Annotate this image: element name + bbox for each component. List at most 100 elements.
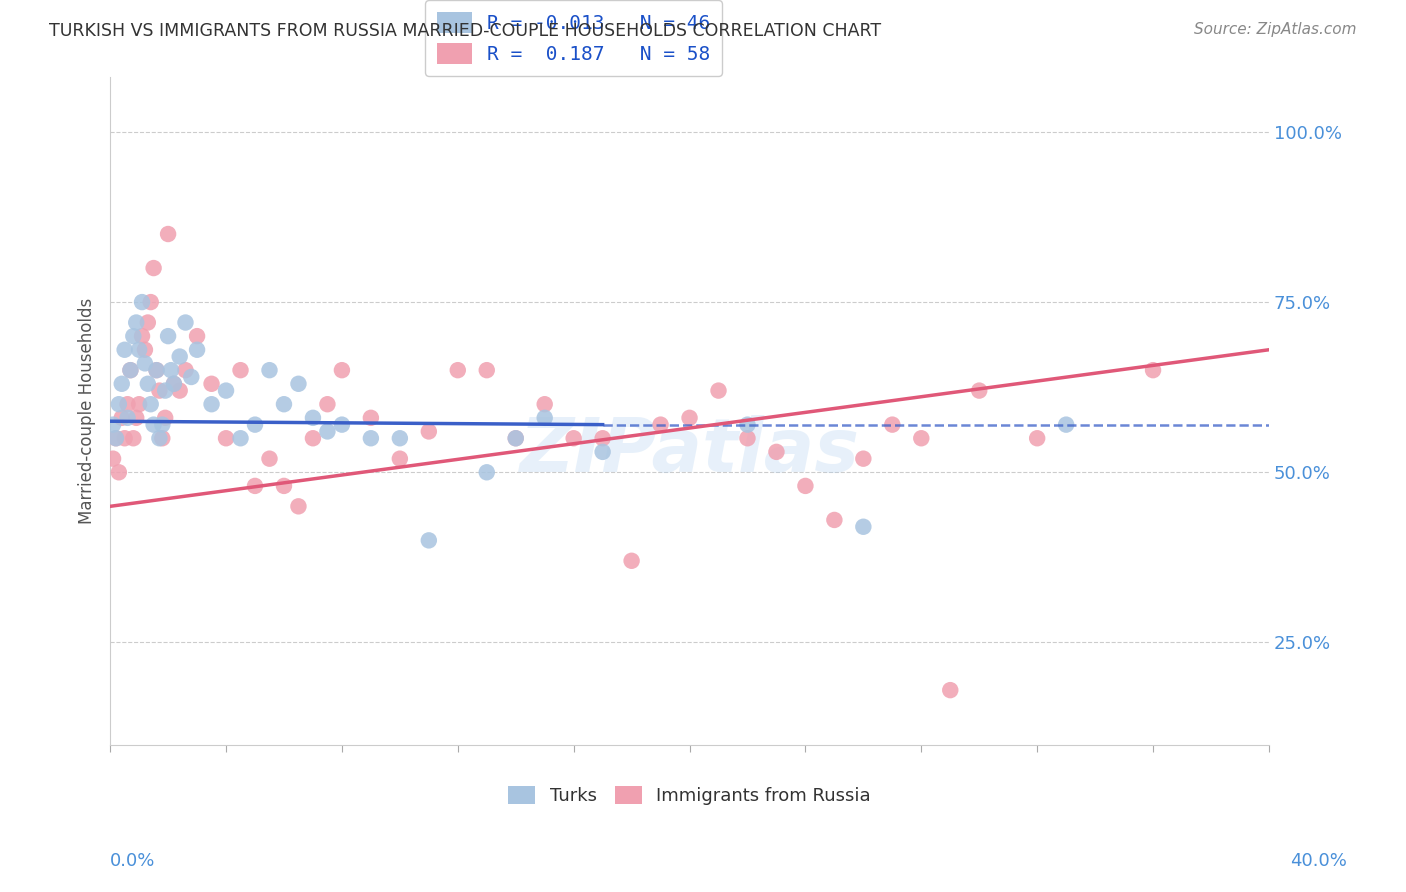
Point — [104, 431, 127, 445]
Point — [134, 356, 156, 370]
Point — [120, 363, 142, 377]
Point — [707, 384, 730, 398]
Point — [882, 417, 904, 432]
Point — [150, 431, 173, 445]
Point — [131, 329, 153, 343]
Point — [153, 384, 176, 398]
Point — [125, 316, 148, 330]
Point — [273, 479, 295, 493]
Point — [163, 376, 186, 391]
Point — [122, 329, 145, 343]
Text: Source: ZipAtlas.com: Source: ZipAtlas.com — [1194, 22, 1357, 37]
Point — [145, 363, 167, 377]
Point — [243, 417, 266, 432]
Point — [316, 397, 339, 411]
Point — [678, 410, 700, 425]
Point — [316, 425, 339, 439]
Point — [330, 417, 353, 432]
Point — [229, 431, 252, 445]
Point — [128, 397, 150, 411]
Point — [139, 397, 162, 411]
Point — [330, 363, 353, 377]
Point — [169, 384, 191, 398]
Point — [852, 451, 875, 466]
Point — [148, 384, 170, 398]
Point — [117, 397, 139, 411]
Point — [174, 363, 197, 377]
Point — [447, 363, 470, 377]
Point — [120, 363, 142, 377]
Point — [287, 376, 309, 391]
Point — [122, 431, 145, 445]
Point — [157, 227, 180, 241]
Point — [1054, 417, 1077, 432]
Point — [592, 445, 614, 459]
Point — [134, 343, 156, 357]
Point — [101, 417, 124, 432]
Point — [131, 295, 153, 310]
Point — [505, 431, 527, 445]
Point — [650, 417, 672, 432]
Point — [148, 431, 170, 445]
Point — [418, 533, 440, 548]
Point — [114, 431, 136, 445]
Point — [108, 465, 131, 479]
Point — [388, 451, 411, 466]
Point — [163, 376, 186, 391]
Legend: Turks, Immigrants from Russia: Turks, Immigrants from Russia — [501, 779, 879, 813]
Text: ZIPatlas: ZIPatlas — [520, 415, 859, 488]
Point — [360, 410, 382, 425]
Text: 40.0%: 40.0% — [1291, 852, 1347, 870]
Point — [1026, 431, 1049, 445]
Point — [215, 431, 238, 445]
Point — [145, 363, 167, 377]
Point — [418, 425, 440, 439]
Point — [160, 363, 183, 377]
Point — [136, 316, 159, 330]
Point — [136, 376, 159, 391]
Point — [302, 431, 325, 445]
Text: 0.0%: 0.0% — [110, 852, 155, 870]
Point — [125, 410, 148, 425]
Point — [142, 417, 165, 432]
Point — [114, 343, 136, 357]
Point — [910, 431, 932, 445]
Text: TURKISH VS IMMIGRANTS FROM RUSSIA MARRIED-COUPLE HOUSEHOLDS CORRELATION CHART: TURKISH VS IMMIGRANTS FROM RUSSIA MARRIE… — [49, 22, 882, 40]
Point — [592, 431, 614, 445]
Point — [157, 329, 180, 343]
Point — [939, 683, 962, 698]
Point — [169, 350, 191, 364]
Point — [200, 376, 222, 391]
Point — [111, 376, 134, 391]
Point — [174, 316, 197, 330]
Point — [302, 410, 325, 425]
Point — [273, 397, 295, 411]
Point — [142, 261, 165, 276]
Point — [287, 500, 309, 514]
Point — [562, 431, 585, 445]
Point — [229, 363, 252, 377]
Point — [475, 465, 498, 479]
Point — [823, 513, 845, 527]
Point — [180, 370, 202, 384]
Point — [852, 520, 875, 534]
Point — [259, 363, 281, 377]
Point — [186, 343, 208, 357]
Point — [737, 417, 759, 432]
Point — [139, 295, 162, 310]
Point — [794, 479, 817, 493]
Point — [765, 445, 787, 459]
Point — [533, 397, 555, 411]
Point — [108, 397, 131, 411]
Point — [388, 431, 411, 445]
Point — [505, 431, 527, 445]
Point — [150, 417, 173, 432]
Point — [533, 410, 555, 425]
Point — [259, 451, 281, 466]
Point — [128, 343, 150, 357]
Point — [101, 451, 124, 466]
Point — [200, 397, 222, 411]
Point — [111, 410, 134, 425]
Point — [215, 384, 238, 398]
Point — [967, 384, 990, 398]
